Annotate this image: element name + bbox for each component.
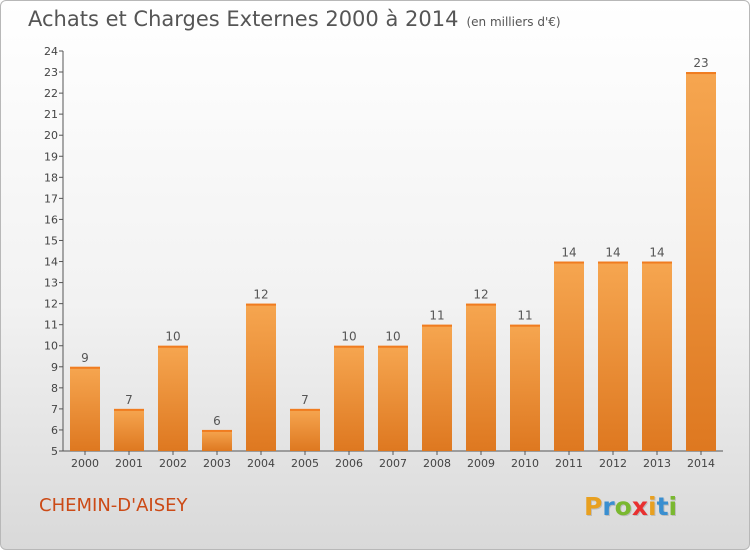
data-label: 11 xyxy=(517,309,532,323)
bar-top-edge xyxy=(378,345,408,348)
data-label: 10 xyxy=(165,330,180,344)
chart-title: Achats et Charges Externes 2000 à 2014 (e… xyxy=(28,7,561,31)
bar xyxy=(114,408,144,451)
bar-top-edge xyxy=(290,408,320,411)
data-label: 14 xyxy=(649,246,664,260)
bar-top-edge xyxy=(202,429,232,432)
y-tick-label: 7 xyxy=(51,403,58,416)
data-label: 23 xyxy=(693,56,708,70)
logo-letter: P xyxy=(584,492,603,521)
logo-letter: r xyxy=(602,492,615,521)
bar xyxy=(554,261,584,451)
y-tick-label: 12 xyxy=(44,298,58,311)
bar-top-edge xyxy=(246,303,276,306)
data-label: 14 xyxy=(561,246,576,260)
bar-top-edge xyxy=(334,345,364,348)
bar xyxy=(334,345,364,451)
data-label: 11 xyxy=(429,309,444,323)
place-name: CHEMIN-D'AISEY xyxy=(39,495,188,516)
x-tick-label: 2005 xyxy=(291,457,319,470)
y-tick-label: 19 xyxy=(44,150,58,163)
bar xyxy=(246,303,276,451)
y-tick-label: 15 xyxy=(44,234,58,247)
logo-letter: i xyxy=(648,492,657,521)
data-label: 10 xyxy=(385,330,400,344)
y-tick-label: 21 xyxy=(44,108,58,121)
data-label: 12 xyxy=(253,288,268,302)
y-tick-label: 5 xyxy=(51,445,58,458)
x-tick-label: 2006 xyxy=(335,457,363,470)
bar xyxy=(158,345,188,451)
bar xyxy=(70,366,100,451)
proxiti-logo: Proxiti xyxy=(584,492,677,521)
bar xyxy=(642,261,672,451)
y-tick-label: 24 xyxy=(44,45,58,58)
y-tick-label: 10 xyxy=(44,340,58,353)
y-tick-label: 11 xyxy=(44,319,58,332)
bar xyxy=(466,303,496,451)
y-tick-label: 13 xyxy=(44,277,58,290)
bar xyxy=(422,324,452,451)
y-tick-label: 6 xyxy=(51,424,58,437)
x-tick-label: 2010 xyxy=(511,457,539,470)
data-label: 12 xyxy=(473,288,488,302)
bar xyxy=(290,408,320,451)
bar-top-edge xyxy=(642,261,672,264)
x-tick-label: 2000 xyxy=(71,457,99,470)
logo-letter: x xyxy=(631,492,648,521)
x-tick-label: 2001 xyxy=(115,457,143,470)
chart-title-text: Achats et Charges Externes 2000 à 2014 xyxy=(28,7,459,31)
data-label: 7 xyxy=(301,393,309,407)
logo-letter: o xyxy=(614,492,632,521)
y-tick-label: 16 xyxy=(44,213,58,226)
y-tick-label: 9 xyxy=(51,361,58,374)
bar-top-edge xyxy=(158,345,188,348)
y-tick-label: 23 xyxy=(44,66,58,79)
x-tick-label: 2011 xyxy=(555,457,583,470)
bar-top-edge xyxy=(686,72,716,75)
bar-top-edge xyxy=(114,408,144,411)
y-tick-label: 18 xyxy=(44,171,58,184)
bar xyxy=(598,261,628,451)
y-tick-label: 8 xyxy=(51,382,58,395)
x-tick-label: 2007 xyxy=(379,457,407,470)
bar-top-edge xyxy=(466,303,496,306)
logo-letter: t xyxy=(656,492,669,521)
x-tick-label: 2004 xyxy=(247,457,275,470)
y-tick-label: 22 xyxy=(44,87,58,100)
bar-top-edge xyxy=(510,324,540,327)
x-tick-label: 2008 xyxy=(423,457,451,470)
x-tick-label: 2012 xyxy=(599,457,627,470)
x-tick-label: 2013 xyxy=(643,457,671,470)
x-tick-label: 2003 xyxy=(203,457,231,470)
bar-top-edge xyxy=(70,366,100,369)
y-tick-label: 14 xyxy=(44,256,58,269)
logo-letter: i xyxy=(668,492,678,521)
bar xyxy=(378,345,408,451)
bar-top-edge xyxy=(422,324,452,327)
data-label: 14 xyxy=(605,246,620,260)
data-label: 9 xyxy=(81,351,89,365)
chart-unit-label: (en milliers d'€) xyxy=(466,15,561,29)
y-tick-label: 17 xyxy=(44,192,58,205)
bar xyxy=(510,324,540,451)
bar-top-edge xyxy=(598,261,628,264)
bar xyxy=(686,72,716,451)
x-tick-label: 2014 xyxy=(687,457,715,470)
data-label: 10 xyxy=(341,330,356,344)
y-tick-label: 20 xyxy=(44,129,58,142)
x-tick-label: 2002 xyxy=(159,457,187,470)
data-label: 7 xyxy=(125,393,133,407)
bar xyxy=(202,429,232,451)
bar-top-edge xyxy=(554,261,584,264)
x-tick-label: 2009 xyxy=(467,457,495,470)
data-label: 6 xyxy=(213,414,221,428)
